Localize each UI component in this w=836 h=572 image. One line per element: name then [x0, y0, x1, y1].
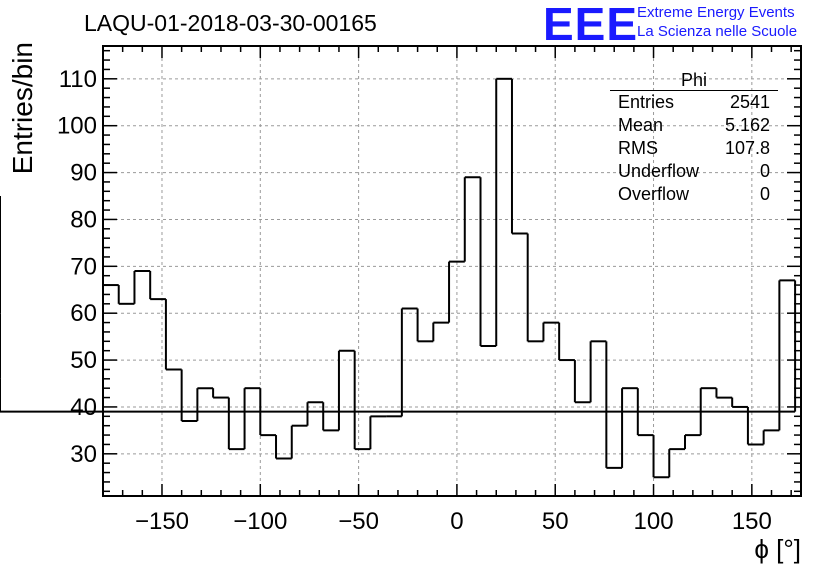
x-tick-label: 150 — [732, 508, 772, 535]
y-tick-label: 40 — [70, 394, 97, 421]
logo-tagline-line2: La Scienza nelle Scuole — [637, 23, 798, 40]
stats-row-mean: Mean 5.162 — [610, 114, 778, 137]
y-tick-label: 90 — [70, 160, 97, 187]
stats-label: Overflow — [618, 184, 690, 204]
stats-row-rms: RMS 107.8 — [610, 137, 778, 160]
eee-logo: EEE — [543, 0, 639, 50]
stats-row-underflow: Underflow 0 — [610, 160, 778, 183]
x-axis-label: ϕ [°] — [754, 534, 801, 564]
x-tick-label: −100 — [233, 508, 287, 535]
x-tick-label: 0 — [450, 508, 463, 535]
stats-value: 2541 — [729, 92, 770, 112]
x-tick-label: 50 — [542, 508, 569, 535]
y-tick-label: 80 — [70, 206, 97, 233]
stats-row-entries: Entries 2541 — [610, 91, 778, 114]
stats-label: Mean — [618, 115, 664, 135]
x-tick-label: 100 — [634, 508, 674, 535]
stats-box: Phi Entries 2541 Mean 5.162 RMS 107.8 Un… — [610, 70, 778, 206]
y-axis-label: Entries/bin — [7, 42, 38, 174]
y-tick-label: 50 — [70, 347, 97, 374]
y-tick-label: 60 — [70, 300, 97, 327]
stats-title: Phi — [610, 70, 778, 91]
stats-label: RMS — [618, 138, 658, 158]
x-tick-label: −50 — [338, 508, 379, 535]
y-tick-label: 30 — [70, 441, 97, 468]
stats-value: 0 — [759, 184, 770, 204]
stats-row-overflow: Overflow 0 — [610, 183, 778, 206]
y-tick-label: 100 — [57, 113, 97, 140]
y-tick-label: 70 — [70, 253, 97, 280]
y-tick-label: 110 — [59, 66, 97, 93]
logo-tagline-line1: Extreme Energy Events — [637, 4, 795, 21]
x-tick-label: −150 — [135, 508, 189, 535]
logo-tagline: Extreme Energy Events La Scienza nelle S… — [637, 3, 797, 41]
stats-label: Underflow — [618, 161, 700, 181]
stats-label: Entries — [618, 92, 675, 112]
chart-title: LAQU-01-2018-03-30-00165 — [84, 10, 377, 36]
stats-value: 0 — [759, 161, 770, 181]
stats-value: 107.8 — [724, 138, 770, 158]
plot-frame — [102, 45, 802, 497]
stats-value: 5.162 — [724, 115, 770, 135]
